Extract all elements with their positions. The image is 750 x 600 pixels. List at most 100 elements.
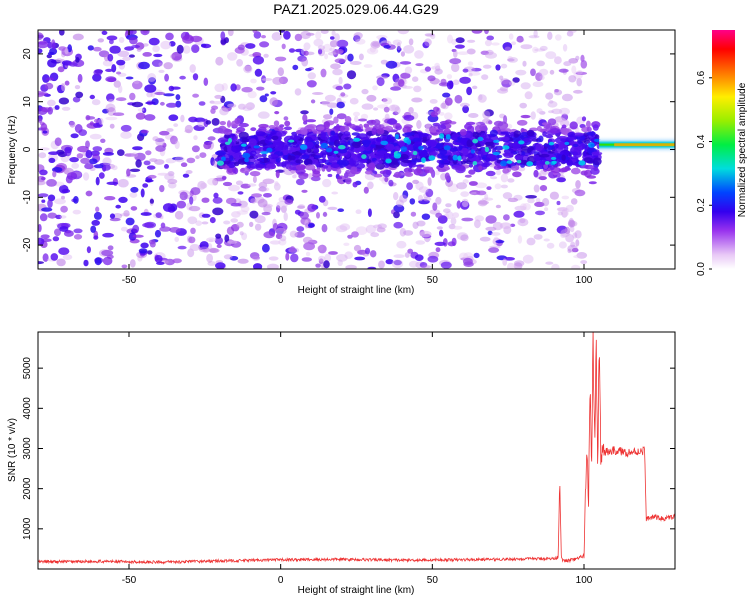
snr-ytick-label: 1000 xyxy=(22,517,33,540)
spectrogram-cell xyxy=(163,62,173,70)
spectrogram-cell xyxy=(189,244,200,251)
spectrogram-cell xyxy=(459,129,467,136)
spectrogram-cell xyxy=(567,131,575,138)
spectrogram-cell xyxy=(445,134,451,140)
spectrogram-cell xyxy=(59,30,65,36)
spectrogram-cell xyxy=(475,182,488,189)
spectrogram-cell xyxy=(581,116,587,122)
spectrogram-cell xyxy=(343,83,352,90)
spectrogram-cell xyxy=(507,178,515,183)
spectrogram-cell xyxy=(548,110,554,114)
spectrogram-cell xyxy=(376,77,385,87)
spectrogram-cell xyxy=(311,159,319,165)
spectrogram-cell xyxy=(527,198,535,204)
spectrogram-cell xyxy=(211,105,219,110)
spectrogram-cell xyxy=(533,169,539,178)
spectrogram-cell xyxy=(590,167,600,175)
spectrogram-cell xyxy=(292,174,297,179)
spectrogram-cell xyxy=(402,190,409,199)
spectrogram-cell xyxy=(467,61,474,66)
spectrogram-cell xyxy=(167,178,178,185)
spectrogram-cell xyxy=(393,204,405,213)
spectrogram-ytick-label: 20 xyxy=(22,48,33,60)
spectrogram-cell xyxy=(500,128,512,133)
spectrogram-cell xyxy=(250,198,257,204)
spectrogram-cell xyxy=(290,146,297,153)
spectrogram-cell xyxy=(472,85,478,90)
spectrogram-cell xyxy=(479,236,491,242)
spectrogram-cell xyxy=(292,64,299,71)
spectrogram-cell xyxy=(440,102,447,109)
spectrogram-cell xyxy=(512,77,520,83)
spectrogram-cell xyxy=(537,227,547,232)
spectrogram-cell xyxy=(148,37,160,46)
spectrogram-cell xyxy=(502,192,513,200)
spectrogram-cell xyxy=(445,211,454,220)
spectrogram-cell xyxy=(198,101,206,106)
spectrogram-cell xyxy=(575,239,580,247)
spectrogram-cell xyxy=(134,152,146,162)
spectrogram-cell xyxy=(468,73,473,77)
spectrogram-cell xyxy=(451,133,460,141)
spectrogram-cell xyxy=(229,155,234,162)
spectrogram-cell xyxy=(444,119,452,124)
spectrogram-cell xyxy=(556,200,561,206)
spectrogram-cell xyxy=(383,125,394,132)
spectrogram-cell xyxy=(414,254,424,261)
spectrogram-cell xyxy=(166,102,178,108)
spectrogram-cell xyxy=(115,204,121,209)
spectrogram-cell xyxy=(215,233,222,239)
spectrogram-cell xyxy=(250,78,257,84)
spectrogram-cell xyxy=(264,137,270,144)
spectrogram-cell xyxy=(56,258,66,267)
spectrogram-cell xyxy=(159,226,172,232)
spectrogram-cell xyxy=(393,192,399,201)
spectrogram-cell xyxy=(263,231,275,239)
spectrogram-cell xyxy=(217,160,224,166)
spectrogram-cell xyxy=(230,83,237,92)
spectrogram-cell xyxy=(95,206,100,213)
spectrogram-cell xyxy=(402,126,412,134)
snr-panel: -50 0 50 100 1000 2000 3000 4000 5000 Height of… xyxy=(7,331,676,596)
spectrogram-cell xyxy=(543,238,550,242)
spectrogram-cell xyxy=(227,52,238,61)
spectrogram-cell xyxy=(380,59,388,65)
spectrogram-cell xyxy=(311,176,321,182)
spectrogram-cell xyxy=(567,244,578,253)
spectrogram-cell xyxy=(281,43,286,50)
spectrogram-cell xyxy=(205,120,212,125)
spectrogram-cell xyxy=(252,256,260,261)
spectrogram-cell xyxy=(149,198,154,204)
spectrogram-cell xyxy=(390,86,402,91)
spectrogram-cell xyxy=(41,207,53,212)
spectrogram-cell xyxy=(68,62,78,67)
spectrogram-cell xyxy=(592,124,599,131)
spectrogram-cell xyxy=(140,188,145,198)
spectrogram-cell xyxy=(249,163,261,169)
spectrogram-cell xyxy=(429,127,439,133)
spectrogram-cell xyxy=(481,197,494,201)
spectrogram-cell xyxy=(403,114,415,121)
spectrogram-cell xyxy=(207,178,218,186)
spectrogram-cell xyxy=(215,150,226,156)
spectrogram-cell xyxy=(234,161,240,167)
spectrogram-cell xyxy=(400,72,411,79)
spectrogram-cell xyxy=(516,119,528,126)
spectrogram-cell xyxy=(58,97,70,105)
spectrogram-cell xyxy=(355,38,366,45)
spectrogram-cell xyxy=(464,123,473,130)
spectrogram-cell xyxy=(536,60,545,67)
spectrogram-cell xyxy=(385,60,398,69)
spectrogram-cell xyxy=(554,89,559,93)
spectrogram-cell xyxy=(250,252,260,260)
spectrogram-cell xyxy=(424,33,435,37)
spectrogram-cell xyxy=(105,103,116,113)
spectrogram-cell xyxy=(442,92,451,98)
spectrogram-cell xyxy=(382,97,393,105)
spectrogram-cell xyxy=(294,48,304,53)
spectrogram-cell xyxy=(415,240,426,245)
spectrogram-cell xyxy=(126,168,131,177)
spectrogram-cell xyxy=(269,240,281,245)
spectrogram-cell xyxy=(271,32,282,41)
spectrogram-cell xyxy=(46,54,52,59)
